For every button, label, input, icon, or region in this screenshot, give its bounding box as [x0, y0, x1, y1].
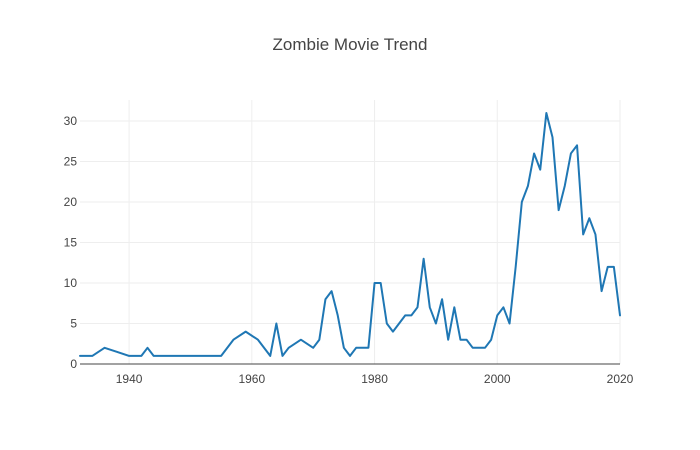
y-tick-label: 0: [70, 357, 77, 371]
x-tick-label: 2000: [484, 372, 511, 386]
chart-title: Zombie Movie Trend: [273, 35, 428, 54]
gridlines: [80, 100, 621, 364]
x-tick-label: 2020: [607, 372, 634, 386]
y-tick-label: 5: [70, 317, 77, 331]
x-tick-label: 1960: [238, 372, 265, 386]
y-tick-label: 25: [64, 155, 78, 169]
y-tick-label: 15: [64, 236, 78, 250]
axes: 1940 1960 1980 2000 2020 0 5 10 15 20 25 30: [64, 114, 634, 386]
x-tick-label: 1980: [361, 372, 388, 386]
series-layer: [79, 111, 621, 357]
y-tick-label: 30: [64, 114, 78, 128]
y-tick-label: 10: [64, 276, 78, 290]
y-tick-label: 20: [64, 195, 78, 209]
series-line: [79, 111, 621, 357]
x-tick-label: 1940: [116, 372, 143, 386]
